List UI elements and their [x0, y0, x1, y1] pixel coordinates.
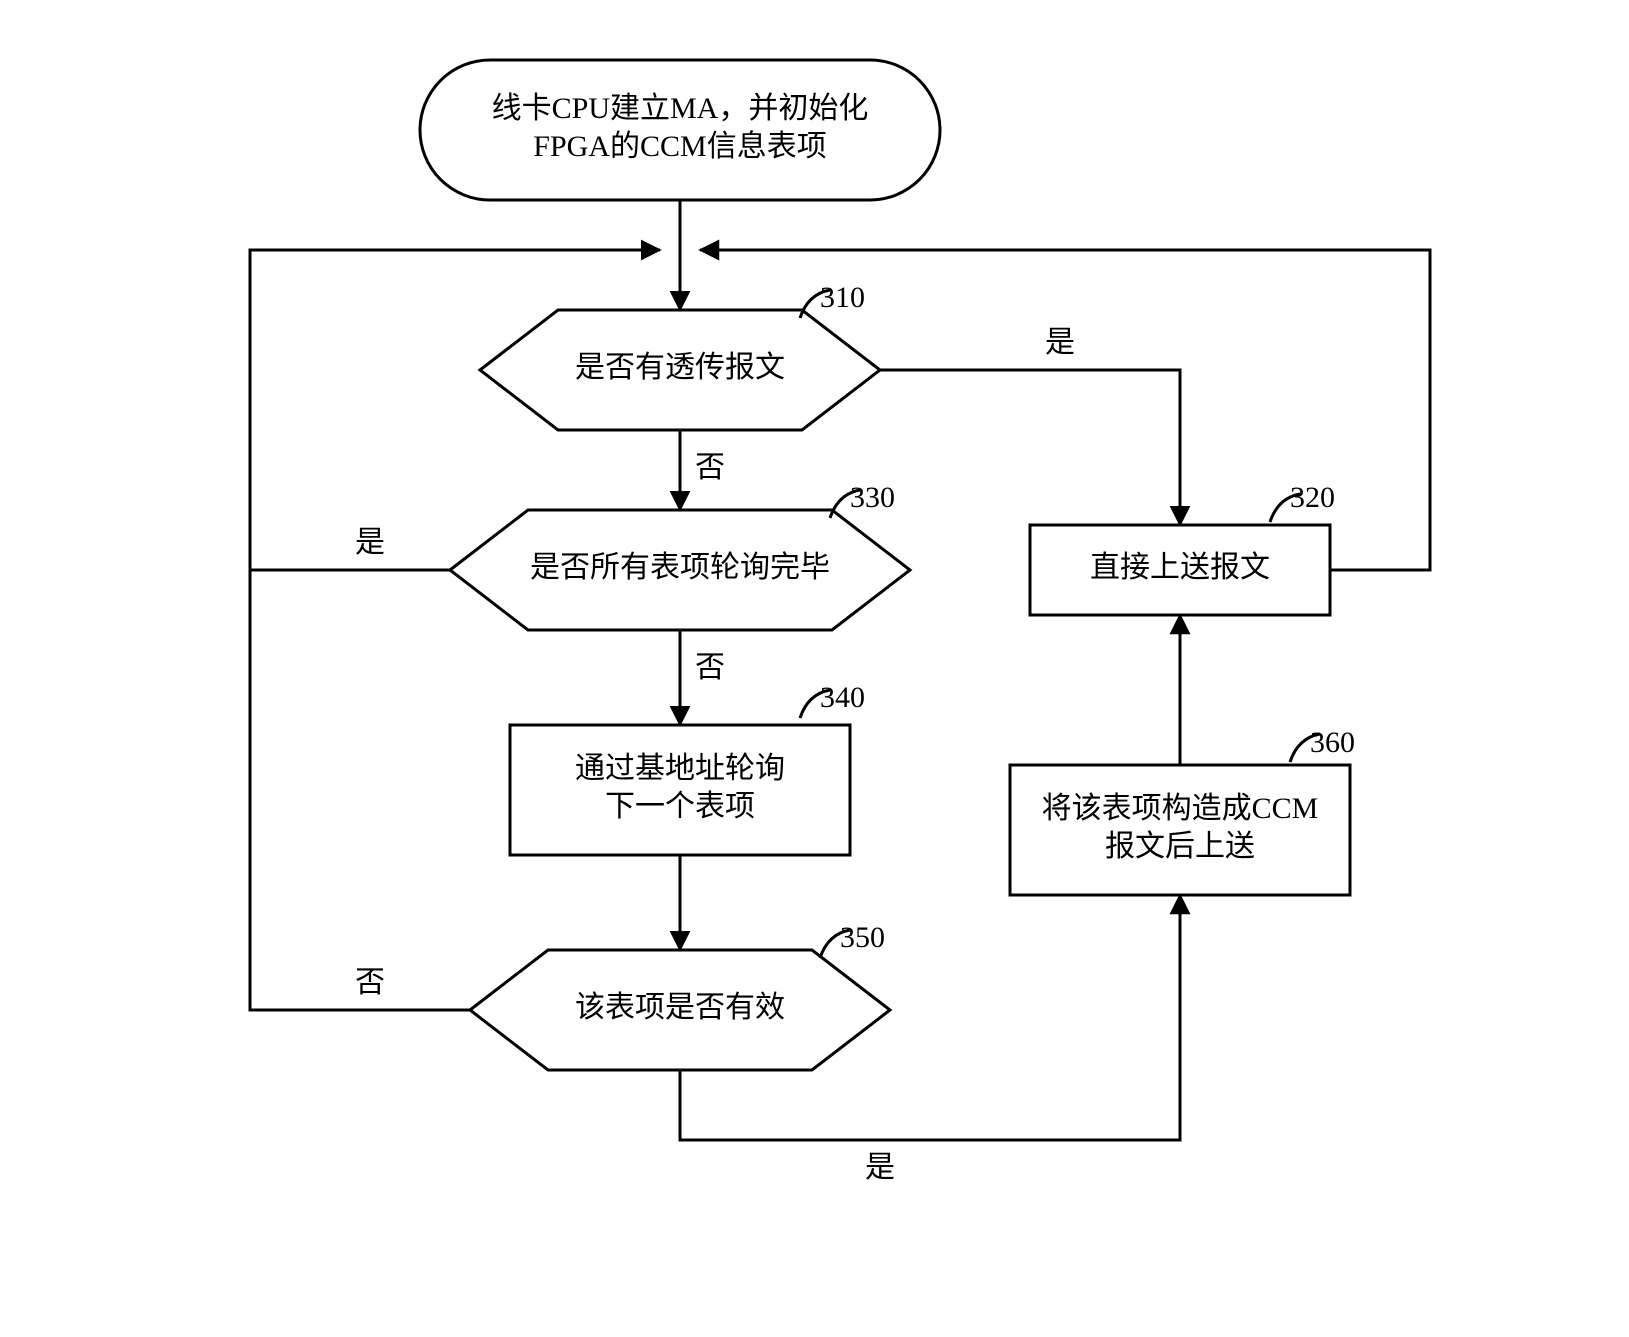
- edge-label: 是: [865, 1151, 895, 1184]
- ref-number: 310: [820, 281, 865, 314]
- edge-label: 否: [695, 651, 725, 684]
- edge-label: 是: [355, 526, 385, 559]
- ref-number: 320: [1290, 481, 1335, 514]
- ref-number: 350: [840, 921, 885, 954]
- edge-label: 是: [1045, 326, 1075, 359]
- ref-number: 340: [820, 681, 865, 714]
- node-text: 该表项是否有效: [575, 991, 785, 1024]
- node-text: 将该表项构造成CCM: [1042, 792, 1319, 825]
- node-text: 是否有透传报文: [575, 351, 785, 384]
- node-text: 线卡CPU建立MA，并初始化: [492, 92, 869, 125]
- node-text: 报文后上送: [1105, 830, 1255, 863]
- node-text: 直接上送报文: [1090, 551, 1270, 584]
- node-text: 通过基地址轮询: [575, 752, 785, 785]
- node-text: 下一个表项: [605, 790, 755, 823]
- edge-label: 否: [695, 451, 725, 484]
- edge-350-no-loop: [250, 570, 470, 1010]
- edge-310-yes-to-320: [880, 370, 1180, 525]
- edge-label: 否: [355, 966, 385, 999]
- ref-number: 330: [850, 481, 895, 514]
- node-text: FPGA的CCM信息表项: [533, 130, 826, 163]
- ref-number: 360: [1310, 726, 1355, 759]
- node-text: 是否所有表项轮询完毕: [530, 551, 830, 584]
